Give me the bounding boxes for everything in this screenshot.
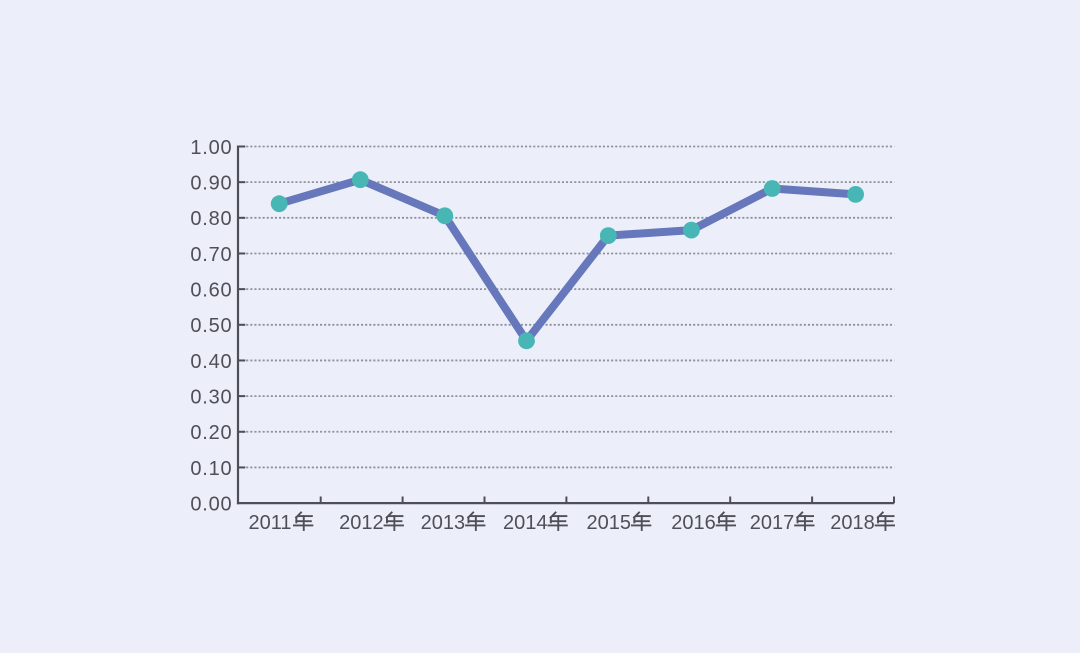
svg-text:0.90: 0.90: [190, 173, 232, 195]
svg-text:0.80: 0.80: [190, 208, 232, 230]
svg-text:2017: 2017: [750, 512, 795, 534]
svg-text:2016: 2016: [671, 512, 716, 534]
svg-text:0.60: 0.60: [190, 280, 232, 302]
svg-text:0.50: 0.50: [190, 315, 232, 337]
svg-text:0.30: 0.30: [190, 387, 232, 409]
svg-text:1.00: 1.00: [190, 137, 232, 159]
svg-text:2011: 2011: [249, 512, 292, 534]
svg-text:0.00: 0.00: [190, 494, 232, 516]
svg-text:0.70: 0.70: [190, 244, 232, 266]
svg-text:2018: 2018: [830, 512, 875, 534]
svg-text:2014: 2014: [503, 512, 548, 534]
svg-text:2012: 2012: [339, 512, 384, 534]
svg-text:2013: 2013: [421, 512, 466, 534]
svg-text:0.40: 0.40: [190, 351, 232, 373]
svg-text:0.20: 0.20: [190, 422, 232, 444]
svg-text:2015: 2015: [587, 512, 632, 534]
svg-text:0.10: 0.10: [190, 458, 232, 480]
